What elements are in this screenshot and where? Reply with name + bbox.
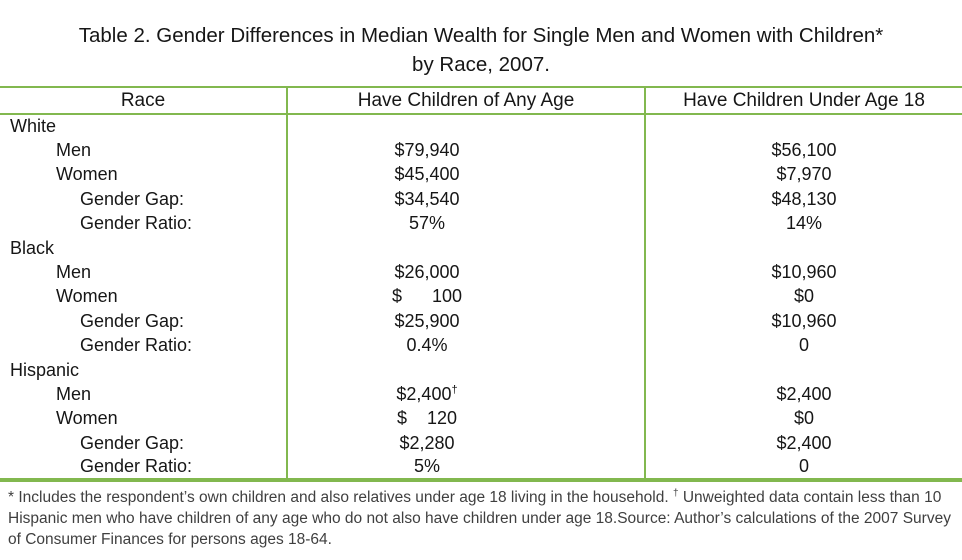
table-row: Gender Gap: $34,540 $48,130 xyxy=(0,187,962,212)
value-under-18 xyxy=(644,357,962,383)
value-under-18: 0 xyxy=(644,455,962,480)
value-under-18: $10,960 xyxy=(644,309,962,334)
value-under-18: $2,400 xyxy=(644,382,962,407)
wealth-table: Race Have Children of Any Age Have Child… xyxy=(0,86,962,482)
row-label: Gender Ratio: xyxy=(80,335,193,356)
race-group-label: Hispanic xyxy=(10,359,80,380)
value-under-18: 0 xyxy=(644,333,962,358)
row-label: Gender Gap: xyxy=(80,188,185,209)
row-label: Gender Ratio: xyxy=(80,213,193,234)
value-any-age: $25,900 xyxy=(286,309,645,334)
race-group-label: White xyxy=(10,116,57,137)
row-label: Men xyxy=(56,262,92,283)
value-under-18: $56,100 xyxy=(644,138,962,163)
column-header-under-18: Have Children Under Age 18 xyxy=(644,86,962,115)
table-row: Men $26,000 $10,960 xyxy=(0,260,962,285)
row-label: Women xyxy=(56,286,118,307)
column-header-any-age: Have Children of Any Age xyxy=(286,86,645,115)
dagger-superscript: † xyxy=(451,383,458,396)
footnote-part2: Unweighted data contain less than 10 His… xyxy=(8,488,951,548)
table-title-line1: Table 2. Gender Differences in Median We… xyxy=(78,24,884,47)
race-group-row: White xyxy=(0,114,962,139)
value-under-18 xyxy=(644,235,962,261)
value-under-18: $0 xyxy=(644,284,962,310)
table-row: Gender Gap: $25,900 $10,960 xyxy=(0,309,962,334)
table-title: Table 2. Gender Differences in Median We… xyxy=(0,21,962,79)
race-group-row: Hispanic xyxy=(0,357,962,383)
table-row: Women $ 120 $0 xyxy=(0,406,962,432)
row-label: Men xyxy=(56,383,92,404)
value-any-age xyxy=(286,357,645,383)
value-any-age xyxy=(286,235,645,261)
table-row: Gender Ratio: 5% 0 xyxy=(0,455,962,480)
value-under-18: $10,960 xyxy=(644,260,962,285)
value-under-18: $2,400 xyxy=(644,431,962,456)
row-label: Women xyxy=(56,408,118,429)
value-any-age xyxy=(286,114,645,139)
value-any-age: $45,400 xyxy=(286,162,645,188)
table-title-line2: by Race, 2007. xyxy=(412,53,550,76)
footnote: * Includes the respondent’s own children… xyxy=(0,487,962,550)
row-label: Men xyxy=(56,140,92,161)
table-header-row: Race Have Children of Any Age Have Child… xyxy=(0,86,962,115)
column-header-race: Race xyxy=(0,86,287,115)
value-any-age: $26,000 xyxy=(286,260,645,285)
footnote-dagger: † xyxy=(672,487,679,499)
value-any-age: $79,940 xyxy=(286,138,645,163)
row-label: Gender Gap: xyxy=(80,310,185,331)
table-row: Gender Gap: $2,280 $2,400 xyxy=(0,431,962,456)
value-any-age: 57% xyxy=(286,211,645,236)
race-group-row: Black xyxy=(0,235,962,261)
table-row: Gender Ratio: 0.4% 0 xyxy=(0,333,962,358)
value-under-18 xyxy=(644,114,962,139)
value-any-age: $ 100 xyxy=(286,284,645,310)
footnote-part1: * Includes the respondent’s own children… xyxy=(8,488,669,506)
table-row: Men $2,400† $2,400 xyxy=(0,382,962,407)
value-any-age: 5% xyxy=(286,455,645,480)
table-row: Men $79,940 $56,100 xyxy=(0,138,962,163)
row-label: Gender Ratio: xyxy=(80,456,193,477)
table-row: Women $ 100 $0 xyxy=(0,284,962,310)
row-label: Gender Gap: xyxy=(80,432,185,453)
value-any-age: $2,400† xyxy=(286,382,645,407)
value-any-age: $2,280 xyxy=(286,431,645,456)
table-row: Women $45,400 $7,970 xyxy=(0,162,962,188)
value-under-18: $48,130 xyxy=(644,187,962,212)
value-any-age: 0.4% xyxy=(286,333,645,358)
row-label: Women xyxy=(56,164,118,185)
value-under-18: $0 xyxy=(644,406,962,432)
value-under-18: $7,970 xyxy=(644,162,962,188)
table-row: Gender Ratio: 57% 14% xyxy=(0,211,962,236)
race-group-label: Black xyxy=(10,237,55,258)
value-any-age: $ 120 xyxy=(286,406,645,432)
value-under-18: 14% xyxy=(644,211,962,236)
value-any-age: $34,540 xyxy=(286,187,645,212)
